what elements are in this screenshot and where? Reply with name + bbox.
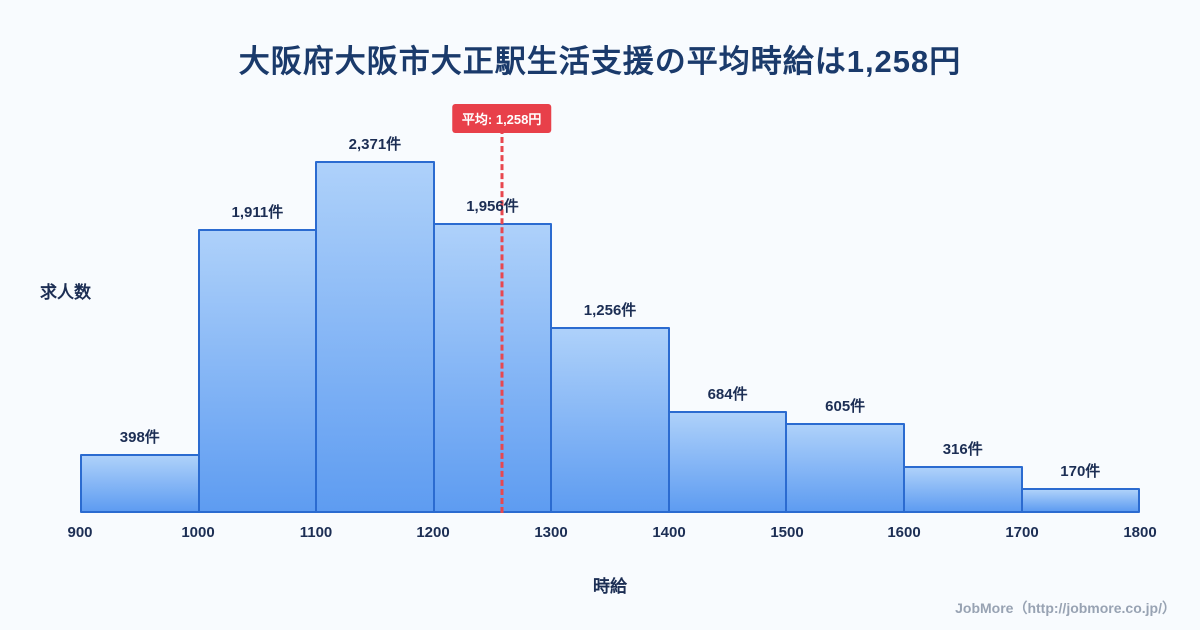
histogram-bar: [667, 411, 788, 513]
y-axis-label: 求人数: [40, 283, 91, 302]
average-line: [500, 128, 504, 513]
bar-value-label: 2,371件: [348, 136, 402, 153]
bar-column: 1,956件: [432, 195, 553, 513]
bar-value-label: 170件: [1060, 463, 1101, 480]
histogram-bar: [785, 423, 905, 513]
bar-column: 605件: [785, 395, 905, 513]
bar-value-label: 684件: [707, 386, 748, 403]
histogram-bar: [550, 327, 670, 513]
histogram-bar: [80, 454, 200, 513]
bar-value-label: 605件: [825, 398, 866, 415]
histogram-bar: [902, 466, 1023, 513]
x-tick-label: 1200: [416, 524, 450, 541]
x-tick-label: 900: [67, 524, 93, 541]
x-tick-label: 1400: [652, 524, 686, 541]
bar-value-label: 1,956件: [466, 198, 519, 215]
bar-column: 2,371件: [315, 133, 435, 513]
histogram-bar: [315, 161, 435, 513]
bar-column: 398件: [80, 426, 200, 513]
bar-column: 316件: [902, 438, 1023, 513]
bar-value-label: 1,911件: [231, 204, 284, 221]
x-tick-label: 1100: [299, 524, 333, 541]
x-axis-label: 時給: [593, 577, 627, 596]
x-tick-label: 1500: [770, 524, 804, 541]
histogram-bar: [432, 223, 553, 513]
average-badge: 平均: 1,258円: [451, 104, 552, 133]
bar-value-label: 1,256件: [583, 302, 637, 319]
bar-column: 170件: [1020, 460, 1141, 513]
x-tick-label: 1300: [534, 524, 568, 541]
x-tick-label: 1600: [887, 524, 921, 541]
chart-title: 大阪府大阪市大正駅生活支援の平均時給は1,258円: [238, 44, 962, 79]
histogram-bar: [1020, 488, 1141, 513]
footer-credit: JobMore（http://jobmore.co.jp/）: [955, 600, 1176, 616]
bar-value-label: 316件: [942, 441, 983, 458]
bar-column: 1,256件: [550, 299, 670, 513]
bar-column: 684件: [667, 383, 788, 513]
x-tick-label: 1000: [181, 524, 215, 541]
bar-value-label: 398件: [119, 429, 160, 446]
histogram-bar: [197, 229, 318, 513]
bar-column: 1,911件: [197, 201, 318, 513]
x-tick-label: 1800: [1123, 524, 1157, 541]
plot-area: 398件 1,911件 2,371件 1,956件 1,256件 684件 605件 316件…: [80, 113, 1141, 513]
x-tick-label: 1700: [1005, 524, 1039, 541]
